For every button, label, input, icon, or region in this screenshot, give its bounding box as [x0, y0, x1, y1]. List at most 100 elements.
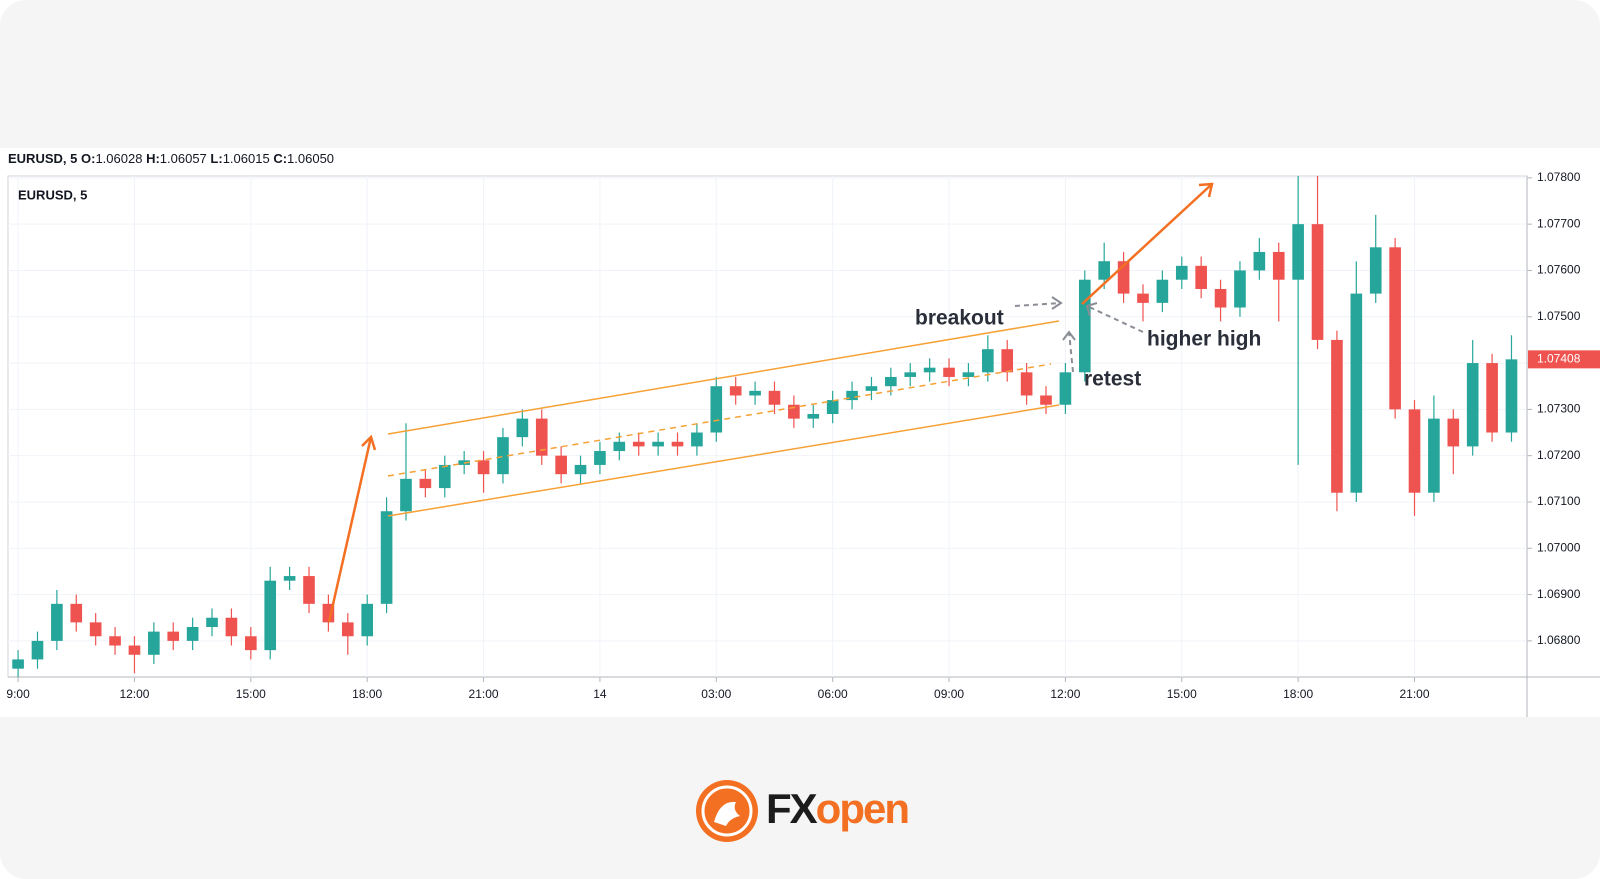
candle-body — [128, 645, 141, 655]
candle-body — [225, 617, 238, 637]
logo-icon-shape — [714, 801, 740, 826]
candle-body — [245, 636, 257, 651]
y-tick-label: 1.07700 — [1537, 216, 1581, 230]
candle-body — [1408, 409, 1421, 493]
candle-body — [31, 640, 44, 660]
arrow-head — [361, 434, 377, 451]
y-tick-label: 1.07000 — [1537, 540, 1581, 554]
candle-body — [438, 464, 451, 489]
candle-body — [1175, 265, 1188, 280]
candle-body — [904, 372, 917, 377]
candle-body — [186, 626, 199, 641]
candle-body — [1253, 251, 1266, 271]
candle-body — [1214, 288, 1227, 308]
candle-body — [1234, 270, 1246, 308]
channel-lower — [387, 404, 1060, 517]
candle-body — [12, 659, 24, 669]
candle-body — [322, 603, 335, 623]
candle-body — [788, 404, 800, 419]
x-tick-label: 14 — [593, 687, 607, 701]
y-tick-label: 1.07100 — [1537, 494, 1581, 508]
annotation: higher high — [1147, 328, 1261, 351]
logo-icon-ring — [701, 785, 753, 837]
y-tick-label: 1.07800 — [1537, 170, 1581, 184]
pointer — [1086, 305, 1144, 333]
ohlc-label: C: — [273, 151, 287, 166]
candle-body — [400, 478, 412, 512]
ohlc-value: 1.06028 — [95, 151, 142, 166]
arrow-head — [1198, 182, 1214, 198]
candle-body — [632, 441, 645, 447]
candle-body — [535, 418, 548, 456]
candle-body — [1001, 349, 1014, 373]
candle-body — [768, 390, 781, 405]
candle-body — [497, 437, 509, 475]
candle-body — [516, 418, 529, 438]
candle-body — [70, 603, 83, 623]
annotation: retest — [1084, 368, 1141, 391]
candle-body — [1078, 279, 1091, 373]
candle-body — [361, 603, 374, 637]
candle-body — [885, 376, 897, 387]
grid — [8, 176, 1527, 677]
channel-upper — [387, 320, 1060, 435]
candle-body — [477, 460, 490, 475]
x-tick-label: 06:00 — [818, 687, 848, 701]
candle-body — [148, 631, 160, 655]
candle-body — [555, 455, 567, 475]
candle-body — [1428, 418, 1440, 493]
candle-body — [1195, 265, 1207, 289]
x-tick-label: 12:00 — [1050, 687, 1080, 701]
candle-body — [1447, 418, 1460, 447]
ohlc-label: O: — [81, 151, 95, 166]
candle-body — [594, 451, 606, 465]
x-tick-label: 21:00 — [469, 687, 499, 701]
candle-body — [1331, 339, 1343, 493]
x-tick-label: 15:00 — [236, 687, 266, 701]
pointer-head — [1051, 296, 1063, 310]
x-tick-label: 21:00 — [1399, 687, 1429, 701]
candle-body — [1350, 293, 1363, 493]
candle-body — [89, 622, 102, 637]
logo: FXopen — [696, 780, 910, 842]
x-tick-label: 18:00 — [1283, 687, 1313, 701]
ohlc-value: 1.06050 — [287, 151, 334, 166]
x-tick-label: 18:00 — [352, 687, 382, 701]
candle-body — [846, 390, 858, 401]
candle-body — [109, 636, 121, 646]
candle-body — [613, 441, 626, 452]
candle-body — [1272, 251, 1285, 280]
candle-body — [671, 441, 684, 447]
candle-body — [729, 386, 742, 396]
candle-body — [303, 576, 315, 604]
trend-arrows — [327, 182, 1214, 623]
arrow — [1081, 183, 1213, 305]
candle-body — [264, 580, 277, 651]
symbol: EURUSD, 5 — [8, 151, 77, 166]
candle-body — [1292, 224, 1304, 280]
pointer-head — [1085, 302, 1098, 317]
candle-body — [574, 464, 587, 475]
candle-body — [1156, 279, 1169, 303]
candle-body — [691, 432, 703, 447]
legend: EURUSD, 5 — [18, 187, 87, 202]
arrow — [327, 436, 373, 623]
y-tick-label: 1.06900 — [1537, 587, 1581, 601]
channel-mid — [387, 363, 1052, 477]
ohlc-value: 1.06057 — [160, 151, 207, 166]
candle-body — [206, 617, 218, 627]
candle-body — [710, 386, 723, 433]
x-tick-label: 12:00 — [119, 687, 149, 701]
candle-body — [1040, 395, 1052, 405]
ohlc-label: H: — [146, 151, 160, 166]
drawings — [327, 182, 1214, 623]
candle-body — [962, 372, 975, 377]
candle-body — [1117, 261, 1130, 294]
y-tick-label: 1.07500 — [1537, 309, 1581, 323]
pointer — [1068, 331, 1074, 373]
candle-body — [167, 631, 180, 641]
candle-body — [982, 349, 994, 373]
candle-body — [283, 576, 296, 581]
